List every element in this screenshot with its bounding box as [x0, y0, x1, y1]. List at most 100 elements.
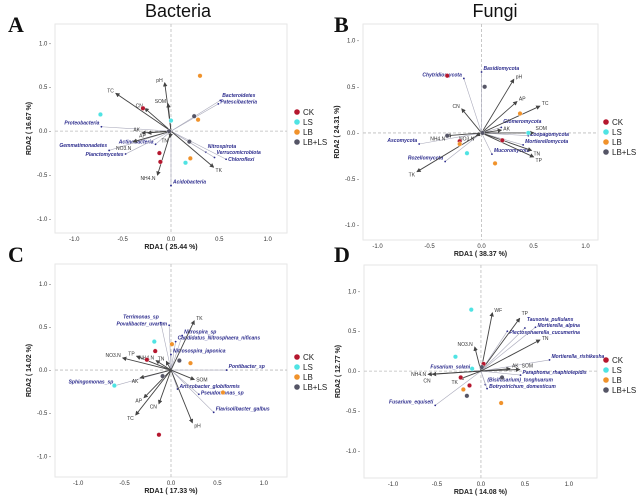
panel-letter: A: [8, 12, 24, 37]
sample-point-lb-ls: [482, 84, 488, 90]
y-axis-label: RDA2 ( 14.02 %): [26, 344, 33, 397]
sample-point-ck: [140, 105, 146, 111]
env-label: WF: [494, 308, 502, 314]
env-label: CN: [150, 405, 158, 411]
env-label: TK: [216, 168, 223, 174]
taxon-label: Chytridiomycota: [422, 72, 462, 78]
taxon-label: Rozellomycota: [408, 156, 444, 162]
sample-point-lb: [220, 389, 226, 395]
sample-point-ck: [499, 137, 505, 143]
sample-point-ls: [182, 160, 188, 166]
env-label: NO3.N: [458, 342, 474, 348]
env-arrow: [170, 369, 196, 381]
taxon-vector: [170, 335, 183, 371]
x-tick-label: 1.0: [581, 244, 590, 250]
sample-point-lb: [457, 141, 463, 147]
taxon-vector: [480, 359, 550, 372]
env-label: CN: [423, 379, 431, 385]
taxon-label: Paraphoma_rhaphiolepidis: [523, 370, 587, 376]
taxon-label: Plectosphaerella_cucumerina: [509, 330, 580, 336]
taxon-point: [170, 184, 172, 187]
taxon-point: [212, 411, 215, 414]
env-label: AK: [132, 379, 139, 385]
env-label: TC: [542, 101, 549, 107]
panel-title: Fungi: [472, 1, 517, 21]
env-label: NO3.N: [105, 353, 121, 359]
sample-point-lb-ls: [499, 374, 505, 380]
taxon-point: [418, 143, 421, 145]
taxon-label: Pontibacter_sp: [229, 364, 265, 370]
taxon-point: [168, 324, 171, 327]
legend-label: LB: [303, 128, 313, 137]
legend-label: LS: [303, 363, 313, 372]
sample-point-lb: [169, 341, 175, 347]
taxon-point: [522, 144, 525, 146]
taxon-point: [225, 369, 228, 371]
legend-swatch: [294, 129, 300, 135]
taxon-point: [462, 77, 465, 80]
sample-point-lb-ls: [191, 113, 197, 119]
sample-point-ls: [468, 307, 474, 313]
taxon-vector: [481, 132, 529, 136]
y-tick-label: -1.0 -: [37, 454, 51, 460]
sample-point-ck: [152, 348, 158, 354]
taxon-point: [181, 334, 184, 337]
y-tick-label: -0.5 -: [37, 173, 51, 179]
env-label: NO3.N: [459, 137, 475, 143]
taxon-label: Terrimonas_sp: [123, 315, 159, 321]
env-arrow: [431, 370, 481, 377]
y-tick-label: 0.0 -: [39, 129, 51, 135]
sample-point-ck: [156, 150, 162, 156]
legend-label: LB: [303, 373, 313, 382]
env-label: AP: [519, 97, 526, 103]
env-arrow: [170, 130, 215, 168]
legend-label: CK: [303, 353, 315, 362]
taxon-vector: [170, 130, 227, 160]
taxon-label: Fusarium_equiseti: [389, 399, 434, 405]
taxon-point: [197, 393, 200, 396]
x-tick-label: -0.5: [424, 244, 435, 250]
env-arrow: [143, 369, 172, 399]
sample-point-lb: [498, 400, 504, 406]
env-arrow: [480, 311, 494, 372]
panel-title: Bacteria: [145, 1, 212, 21]
taxon-point: [159, 321, 162, 324]
taxon-point: [225, 158, 228, 161]
taxon-label: Nitrospirota: [208, 144, 237, 150]
env-arrow: [481, 132, 533, 152]
env-label: CN: [453, 104, 461, 110]
x-tick-label: 0.0: [477, 482, 486, 488]
taxon-label: Zoopagomycota: [529, 132, 569, 138]
legend-swatch: [603, 357, 609, 363]
legend-label: LB+LS: [612, 386, 636, 395]
taxon-point: [219, 99, 222, 102]
taxon-point: [500, 126, 503, 129]
taxon-label: Botryotrichum_domesticum: [489, 384, 556, 390]
env-arrow: [461, 108, 482, 134]
env-arrow: [480, 317, 521, 372]
legend-label: LS: [303, 118, 313, 127]
env-arrow: [115, 92, 172, 132]
panel-letter: C: [8, 242, 24, 267]
y-tick-label: 1.0 -: [348, 289, 360, 295]
env-label: AK: [512, 364, 519, 370]
legend-label: CK: [612, 118, 624, 127]
legend-swatch: [294, 384, 300, 390]
env-arrow: [165, 360, 172, 371]
sample-point-ls: [151, 339, 157, 345]
taxon-label: Nitrospira_sp: [184, 330, 216, 336]
sample-point-lb: [187, 360, 193, 366]
y-axis-label: RDA2 ( 12.77 %): [335, 345, 342, 398]
taxon-point: [519, 374, 522, 376]
env-label: AP: [135, 399, 142, 405]
taxon-point: [548, 359, 551, 361]
taxon-point: [506, 330, 509, 333]
legend-swatch: [603, 377, 609, 383]
taxon-point: [480, 71, 483, 73]
taxon-vector: [480, 327, 526, 372]
x-tick-label: -1.0: [69, 237, 80, 243]
